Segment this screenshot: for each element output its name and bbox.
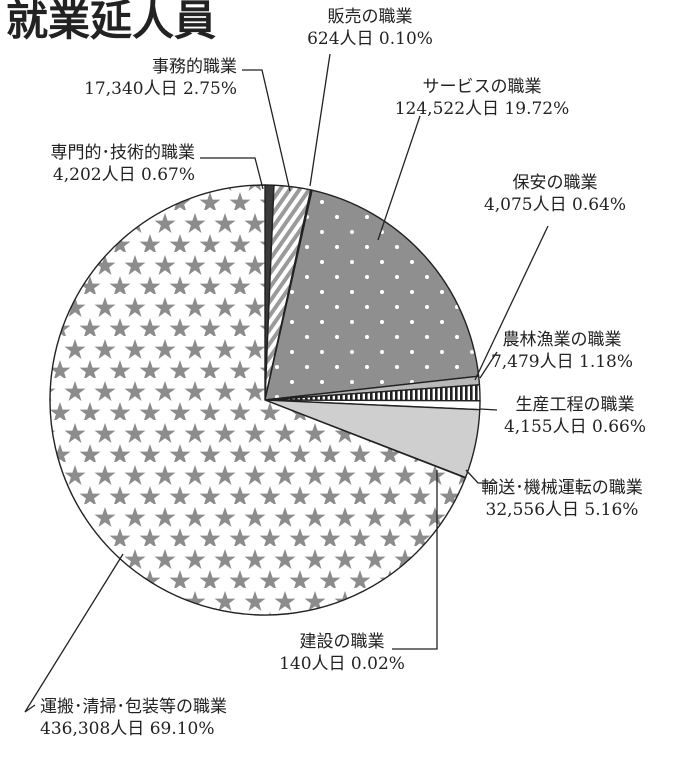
pie-slice: [264, 189, 480, 401]
leader-line: [392, 470, 438, 650]
leader-line: [377, 115, 421, 241]
slice-category-label: 販売の職業: [328, 7, 413, 27]
slice-value-label: 17,340人日 2.75%: [84, 79, 237, 99]
leader-line: [479, 351, 498, 379]
leader-line: [474, 225, 549, 381]
slice-category-label: 事務的職業: [152, 57, 237, 77]
leader-lines: [24, 53, 549, 713]
slice-value-label: 7,479人日 1.18%: [491, 352, 633, 372]
slice-value-label: 4,075人日 0.64%: [484, 195, 626, 215]
slice-value-label: 32,556人日 5.16%: [486, 500, 639, 520]
slice-category-label: 輸送･機械運転の職業: [481, 478, 643, 498]
slice-value-label: 140人日 0.02%: [279, 654, 405, 674]
slice-value-label: 4,155人日 0.66%: [504, 417, 646, 437]
leader-line: [24, 553, 124, 713]
slice-value-label: 124,522人日 19.72%: [395, 99, 570, 119]
slice-category-label: 生産工程の職業: [516, 395, 635, 415]
leader-line: [479, 408, 498, 411]
leader-line: [200, 157, 264, 190]
slice-value-label: 4,202人日 0.67%: [53, 165, 195, 185]
slice-category-label: 建設の職業: [300, 632, 385, 652]
slice-value-label: 436,308人日 69.10%: [40, 719, 215, 739]
slice-category-label: 専門的･技術的職業: [51, 143, 196, 163]
slice-category-label: サービスの職業: [423, 77, 542, 97]
leader-line: [309, 53, 331, 187]
slice-category-label: 農林漁業の職業: [503, 330, 622, 350]
slice-category-label: 運搬･清掃･包装等の職業: [40, 697, 227, 717]
slice-value-label: 624人日 0.10%: [307, 29, 433, 49]
leader-line: [465, 469, 497, 484]
leader-line: [242, 69, 291, 192]
pie-slice: [49, 184, 467, 616]
chart-title: 就業延人員: [6, 0, 216, 45]
pie-slices: [49, 184, 481, 616]
slice-category-label: 保安の職業: [513, 173, 598, 193]
